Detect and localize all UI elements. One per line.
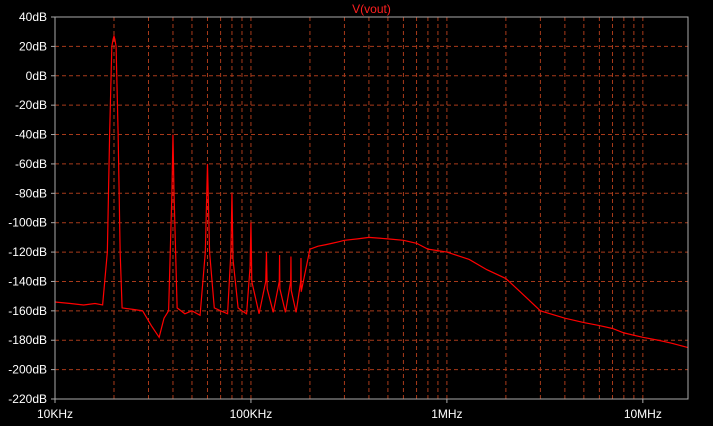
y-tick-label: -20dB <box>15 98 47 112</box>
y-tick-label: -120dB <box>8 245 47 259</box>
y-tick-label: -80dB <box>15 186 47 200</box>
y-axis-tick-labels: 40dB 20dB 0dB -20dB -40dB -60dB -80dB -100dB -12… <box>8 10 55 406</box>
x-tick-label: 1MHz <box>431 407 462 421</box>
y-tick-label: -40dB <box>15 128 47 142</box>
chart-title: V(vout) <box>352 2 391 16</box>
series-line-vout <box>54 33 689 349</box>
series-layer <box>54 33 689 349</box>
plot-frame <box>54 16 689 400</box>
y-tick-label: -180dB <box>8 333 47 347</box>
y-tick-label: -140dB <box>8 274 47 288</box>
y-tick-label: 0dB <box>26 69 47 83</box>
y-tick-label: 40dB <box>19 10 47 24</box>
y-tick-label: -60dB <box>15 157 47 171</box>
y-tick-label: -100dB <box>8 216 47 230</box>
y-tick-label: -160dB <box>8 304 47 318</box>
x-axis-tick-labels: 10KHz 100KHz 1MHz 10MHz <box>37 399 662 421</box>
y-tick-label: -220dB <box>8 392 47 406</box>
y-tick-label: 20dB <box>19 39 47 53</box>
x-tick-label: 10KHz <box>37 407 73 421</box>
x-tick-label: 100KHz <box>230 407 273 421</box>
x-tick-label: 10MHz <box>624 407 662 421</box>
y-tick-label: -200dB <box>8 363 47 377</box>
